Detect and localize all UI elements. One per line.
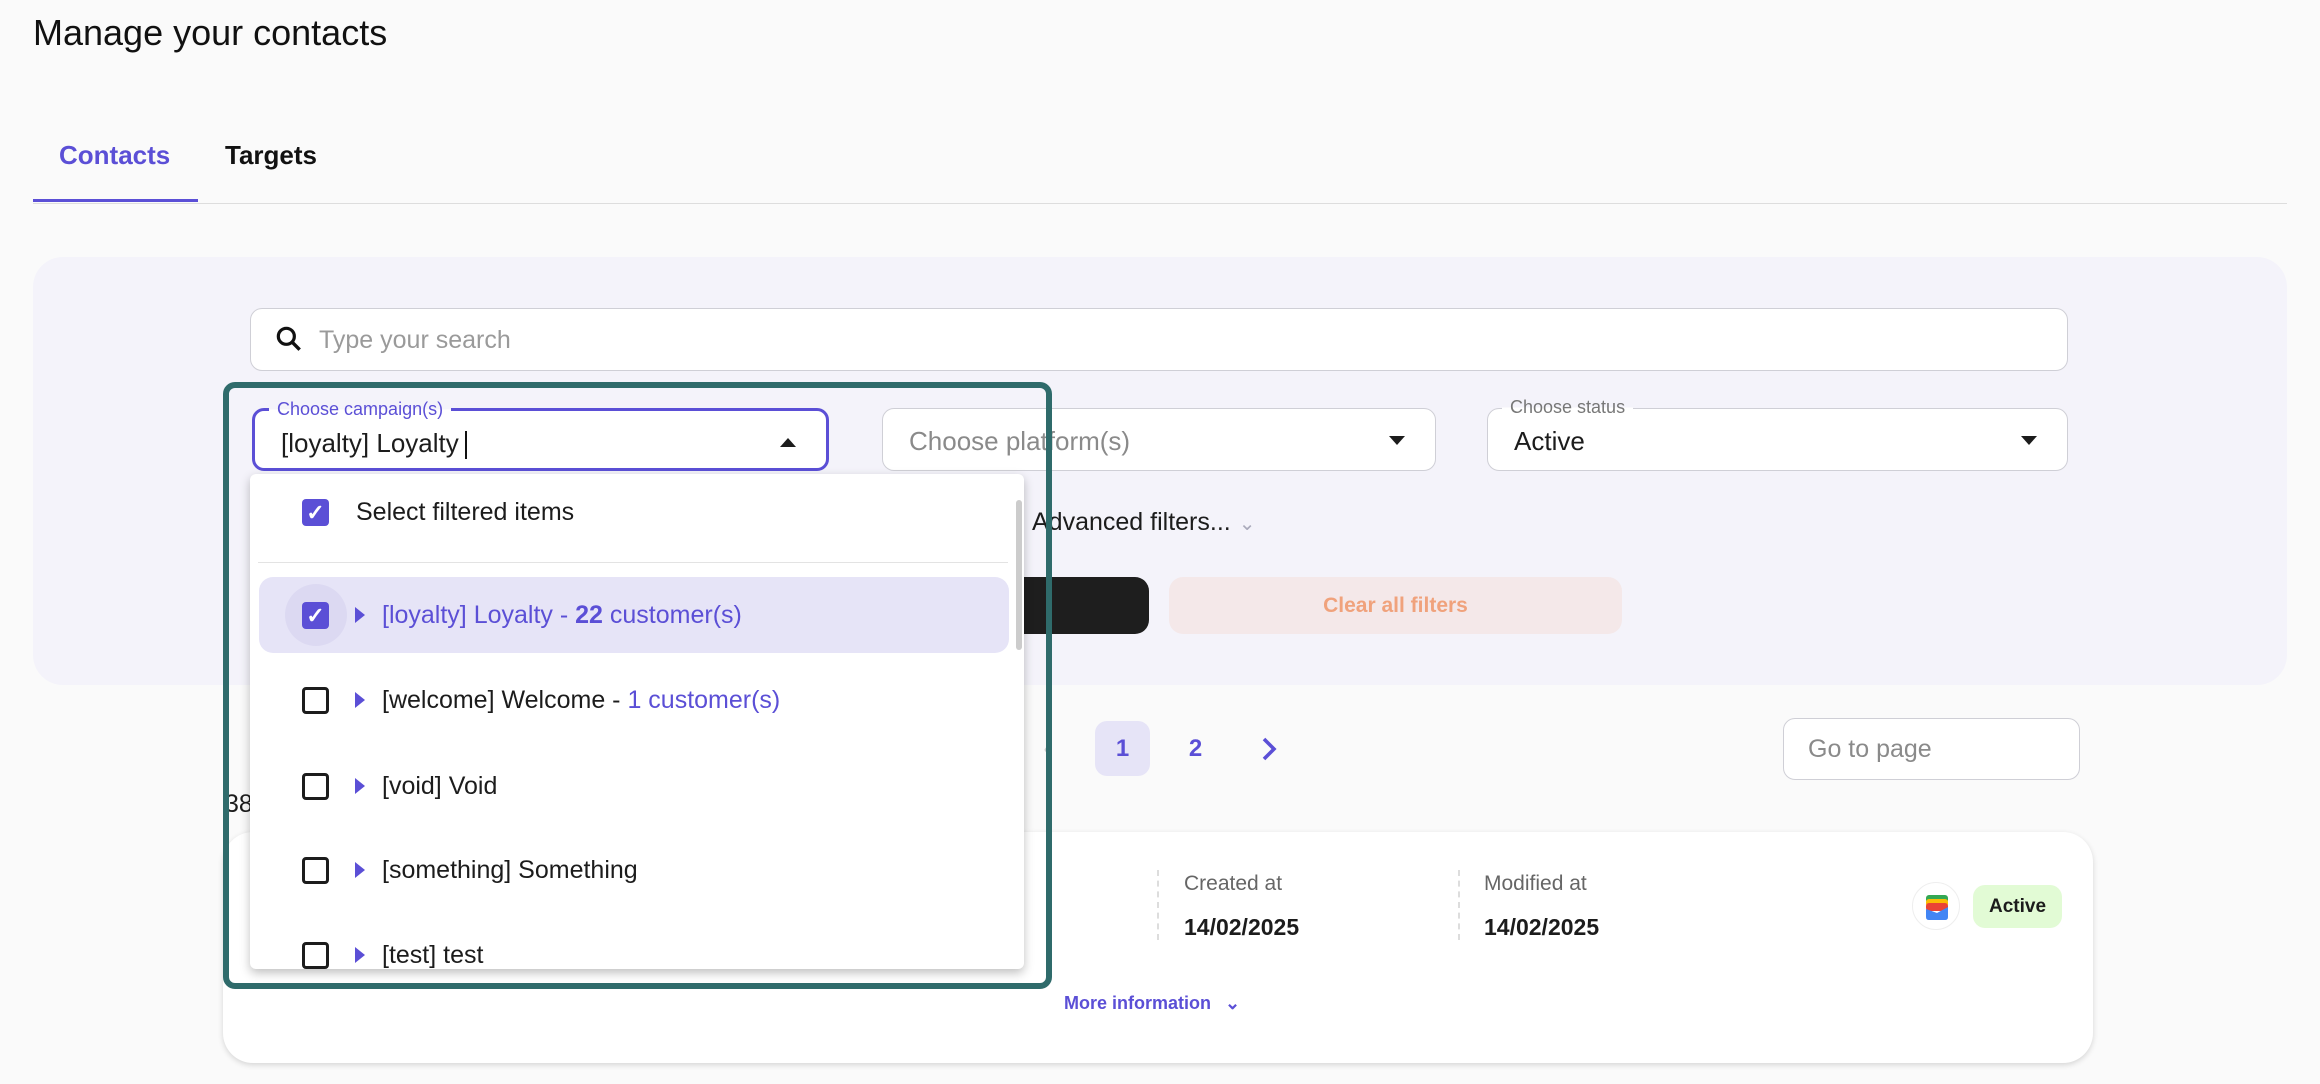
clear-filters-button[interactable]: Clear all filters [1169, 577, 1622, 634]
modified-at-value: 14/02/2025 [1484, 914, 1600, 940]
page-2-button[interactable]: 2 [1188, 734, 1203, 762]
caret-down-icon[interactable] [2021, 436, 2037, 445]
active-tab-indicator [33, 199, 198, 202]
text-cursor [464, 431, 467, 460]
separator [258, 562, 1008, 563]
status-label: Choose status [1502, 397, 1634, 418]
checkbox[interactable] [302, 687, 329, 714]
status-select[interactable]: Choose status Active [1487, 397, 2068, 471]
option-label: [test] test [382, 941, 484, 969]
search-input[interactable]: Type your search [250, 308, 2068, 371]
scrollbar[interactable] [1016, 500, 1022, 650]
search-icon [276, 326, 301, 351]
option-label: Select filtered items [356, 498, 575, 526]
caret-down-icon[interactable] [1389, 436, 1405, 445]
google-wallet-icon [1912, 882, 1960, 930]
more-information-label: More information [1064, 993, 1211, 1013]
go-to-page-placeholder: Go to page [1808, 735, 1932, 763]
checkbox[interactable] [302, 857, 329, 884]
status-value: Active [1514, 426, 1585, 456]
expand-arrow-icon[interactable] [355, 862, 365, 878]
chevron-down-icon: ⌄ [1225, 993, 1241, 1013]
option-label: [welcome] Welcome - [382, 686, 628, 714]
option-label: [something] Something [382, 856, 638, 884]
modified-at-label: Modified at [1484, 872, 1587, 895]
expand-arrow-icon[interactable] [355, 607, 365, 623]
tab-targets[interactable]: Targets [225, 140, 317, 170]
campaign-option-test[interactable]: [test] test [259, 917, 1009, 969]
select-filtered-items-option[interactable]: ✓ Select filtered items [259, 474, 1009, 550]
platform-placeholder: Choose platform(s) [909, 426, 1131, 456]
page-1-button[interactable]: 1 [1095, 721, 1150, 776]
campaign-value: [loyalty] Loyalty [281, 428, 459, 458]
chevron-right-icon [1262, 737, 1277, 760]
option-label: [loyalty] Loyalty - [382, 601, 576, 629]
caret-up-icon[interactable] [780, 438, 796, 447]
customer-count-suffix: customer(s) [641, 686, 781, 714]
platform-select[interactable]: Choose platform(s) [882, 408, 1436, 471]
tab-divider [33, 203, 2287, 204]
created-at-label: Created at [1184, 872, 1283, 895]
advanced-filters-label: Advanced filters... [1032, 508, 1231, 536]
customer-count: 22 [575, 601, 603, 629]
campaign-option-something[interactable]: [something] Something [259, 832, 1009, 908]
option-label: [void] Void [382, 772, 498, 800]
checkbox[interactable] [302, 773, 329, 800]
checkbox-checked[interactable]: ✓ [302, 499, 329, 526]
campaign-option-void[interactable]: [void] Void [259, 748, 1009, 824]
expand-arrow-icon[interactable] [355, 947, 365, 963]
next-page-button[interactable] [1240, 721, 1295, 776]
chevron-down-icon: ⌄ [1238, 513, 1256, 535]
results-count: 38 [225, 790, 253, 818]
customer-count-suffix: customer(s) [602, 601, 742, 629]
divider [1157, 870, 1159, 940]
checkbox[interactable] [302, 942, 329, 969]
created-at-value: 14/02/2025 [1184, 914, 1300, 940]
status-badge: Active [1973, 885, 2062, 928]
customer-count: 1 [627, 686, 642, 714]
advanced-filters-toggle[interactable]: Advanced filters... ⌄ [1032, 508, 1255, 537]
highlight-frame [223, 382, 1052, 989]
expand-arrow-icon[interactable] [355, 692, 365, 708]
campaign-option-loyalty[interactable]: ✓ [loyalty] Loyalty - 22 customer(s) [259, 577, 1009, 653]
campaign-label: Choose campaign(s) [269, 399, 452, 420]
campaign-option-welcome[interactable]: [welcome] Welcome - 1 customer(s) [259, 662, 1009, 738]
tab-contacts[interactable]: Contacts [59, 140, 171, 170]
more-information-toggle[interactable]: More information ⌄ [1064, 993, 1240, 1014]
go-to-page-input[interactable]: Go to page [1783, 718, 2080, 780]
search-placeholder: Type your search [319, 326, 511, 354]
page-title: Manage your contacts [33, 12, 388, 53]
campaign-select[interactable]: Choose campaign(s) [loyalty] Loyalty [252, 399, 829, 471]
campaign-dropdown: ✓ Select filtered items ✓ [loyalty] Loya… [250, 474, 1024, 969]
expand-arrow-icon[interactable] [355, 778, 365, 794]
checkbox-checked[interactable]: ✓ [302, 602, 329, 629]
divider [1458, 870, 1460, 940]
